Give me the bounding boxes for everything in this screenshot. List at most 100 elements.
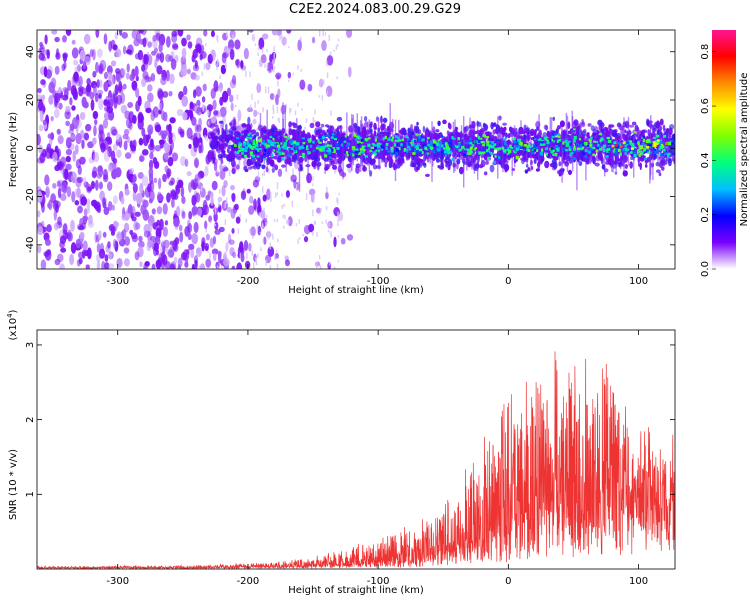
heatmap-cell [115, 67, 121, 74]
heatmap-cell [630, 156, 634, 161]
heatmap-cell [220, 152, 224, 158]
heatmap-cell [52, 151, 58, 163]
heatmap-cell [96, 207, 102, 214]
heatmap-cell [637, 142, 640, 146]
heatmap-cell [329, 158, 335, 164]
heatmap-cell [362, 145, 366, 148]
heatmap-cell [584, 149, 588, 153]
heatmap-cell [236, 151, 240, 154]
heatmap-cell [471, 144, 475, 147]
heatmap-cell [65, 30, 72, 36]
heatmap-cell [92, 48, 96, 61]
heatmap-cell [98, 230, 102, 241]
heatmap-cell [53, 222, 60, 231]
heatmap-cell [463, 116, 465, 171]
heatmap-cell [369, 149, 372, 153]
heatmap-cell [186, 127, 193, 139]
heatmap-cell [261, 142, 265, 145]
heatmap-cell [131, 205, 136, 218]
heatmap-cell [168, 180, 174, 186]
heatmap-cell [232, 118, 236, 127]
heatmap-cell [564, 149, 569, 152]
heatmap-cell [251, 157, 255, 161]
heatmap-cell [391, 138, 394, 142]
heatmap-cell [619, 152, 622, 156]
heatmap-cell [550, 138, 554, 142]
heatmap-cell [123, 128, 130, 136]
heatmap-cell [162, 226, 168, 237]
heatmap-cell [613, 149, 616, 152]
heatmap-cell [606, 138, 610, 141]
heatmap-cell [92, 110, 99, 120]
heatmap-cell [657, 146, 659, 165]
heatmap-cell [316, 145, 320, 149]
heatmap-cell [54, 36, 60, 43]
heatmap-cell [228, 170, 231, 177]
heatmap-cell [417, 162, 423, 168]
heatmap-cell [330, 231, 332, 238]
heatmap-cell [166, 192, 171, 203]
heatmap-cell [236, 94, 239, 100]
heatmap-cell [194, 173, 201, 182]
heatmap-cell [595, 141, 599, 144]
heatmap-cell [92, 70, 97, 78]
heatmap-cell [269, 53, 273, 63]
heatmap-cell [123, 247, 130, 254]
heatmap-cell [148, 221, 153, 233]
heatmap-cell [44, 34, 48, 45]
heatmap-cell [142, 37, 147, 48]
heatmap-cell [520, 120, 522, 147]
heatmap-cell [153, 242, 160, 252]
heatmap-cell [256, 128, 259, 134]
heatmap-cell [281, 204, 283, 210]
heatmap-cell [327, 147, 330, 150]
heatmap-cell [71, 191, 76, 203]
heatmap-cell [273, 219, 276, 222]
heatmap-cell [231, 228, 235, 234]
heatmap-cell [579, 144, 583, 147]
heatmap-cell [288, 154, 291, 158]
heatmap-cell [194, 43, 202, 51]
heatmap-cell [170, 58, 177, 70]
heatmap-cell [671, 133, 675, 142]
heatmap-cell [611, 128, 613, 172]
heatmap-cell [198, 117, 202, 128]
heatmap-cell [364, 138, 368, 141]
heatmap-cell [243, 47, 249, 60]
heatmap-cell [458, 166, 464, 175]
heatmap-cell [519, 141, 523, 146]
heatmap-cell [417, 138, 421, 142]
heatmap-cell [56, 158, 62, 169]
heatmap-cell [182, 112, 188, 121]
heatmap-cell [440, 135, 444, 138]
heatmap-cell [304, 155, 308, 163]
heatmap-cell [577, 147, 580, 151]
heatmap-cell [67, 232, 73, 242]
heatmap-cell [419, 151, 422, 155]
heatmap-cell [158, 42, 164, 53]
heatmap-cell [572, 147, 576, 151]
heatmap-cell [395, 148, 399, 152]
heatmap-cell [205, 233, 210, 241]
heatmap-cell [545, 152, 548, 156]
heatmap-cell [239, 214, 241, 218]
heatmap-cell [300, 126, 302, 140]
heatmap-cell [336, 146, 340, 150]
heatmap-cell [37, 133, 41, 146]
heatmap-cell [497, 147, 501, 151]
heatmap-cell [59, 235, 67, 245]
heatmap-cell [287, 71, 292, 79]
heatmap-cell [641, 142, 645, 145]
heatmap-cell [268, 70, 270, 74]
heatmap-cell [469, 141, 473, 145]
heatmap-cell [493, 160, 497, 165]
heatmap-cell [337, 219, 339, 227]
heatmap-cell [284, 104, 286, 162]
heatmap-cell [139, 261, 143, 268]
heatmap-cell [249, 122, 253, 130]
heatmap-cell [320, 207, 322, 213]
colorbar-tick-label: 0.8 [700, 44, 711, 60]
heatmap-cell [452, 145, 455, 148]
heatmap-cell [284, 215, 286, 220]
heatmap-cell [414, 149, 417, 153]
